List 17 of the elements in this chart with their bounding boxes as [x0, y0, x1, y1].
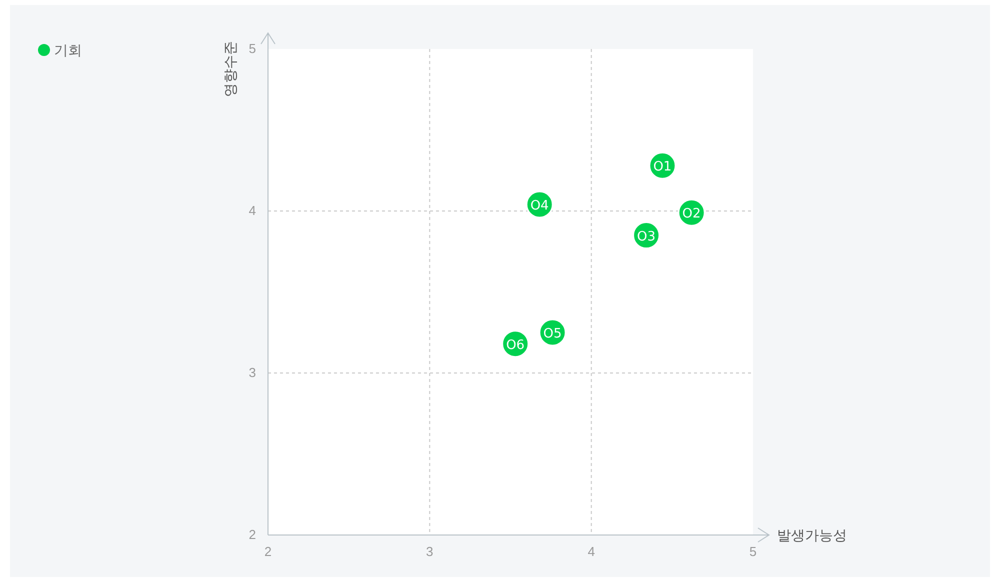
x-tick-label: 2	[264, 544, 272, 560]
data-label: O1	[653, 160, 672, 175]
y-tick-label: 2	[248, 527, 256, 542]
y-axis-title: 영향수준	[223, 41, 239, 97]
legend-label: 기회	[54, 43, 82, 59]
data-label: O3	[637, 229, 656, 244]
x-tick-label: 4	[588, 544, 595, 560]
y-tick-label: 3	[248, 365, 256, 380]
data-label: O5	[543, 326, 562, 342]
x-tick-label: 5	[749, 544, 757, 560]
data-label: O6	[506, 338, 525, 353]
x-axis-title: 발생가능성	[777, 528, 847, 544]
data-label: O2	[682, 206, 701, 222]
x-tick-label: 3	[426, 544, 434, 560]
y-tick-label: 4	[248, 203, 256, 218]
data-label: O4	[530, 198, 549, 214]
y-tick-label: 5	[248, 41, 256, 56]
